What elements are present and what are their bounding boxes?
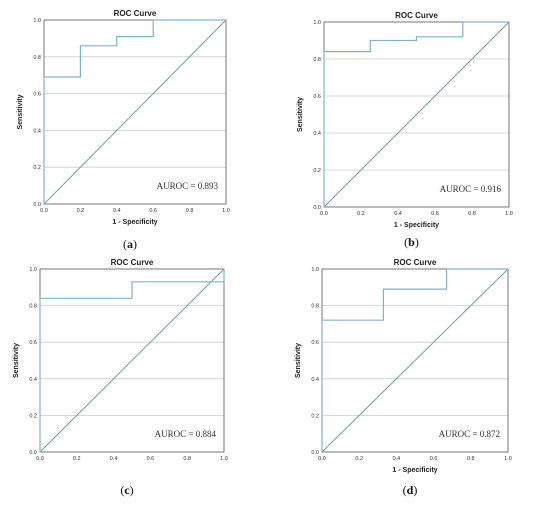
y-axis-label: Sensitivity (17, 94, 24, 129)
y-tick-label: 0.8 (313, 57, 321, 63)
y-tick-label: 0.8 (311, 304, 319, 310)
reference-line (39, 268, 225, 453)
x-tick-label: 0.2 (355, 456, 363, 462)
x-tick-label: 0.6 (430, 456, 438, 462)
y-tick-label: 0.4 (29, 377, 37, 383)
y-tick-label: 0.0 (33, 202, 41, 208)
y-axis-label: Sensitivity (13, 343, 20, 378)
x-tick-label: 1.0 (222, 208, 230, 214)
chart-title: ROC Curve (114, 9, 157, 18)
x-tick-label: 0.6 (149, 208, 157, 214)
x-tick-label: 0.2 (357, 211, 365, 217)
x-tick-label: 0.4 (393, 456, 401, 462)
y-tick-label: 1.0 (311, 267, 319, 273)
x-axis-label: 1 - Specificity (112, 219, 157, 226)
y-tick-label: 0.6 (313, 94, 321, 100)
y-tick-label: 1.0 (33, 18, 41, 24)
auroc-annotation: AUROC = 0.893 (157, 181, 219, 191)
y-tick-label: 1.0 (29, 267, 37, 273)
x-tick-label: 0.4 (113, 208, 121, 214)
y-tick-label: 0.2 (29, 413, 37, 419)
auroc-annotation: AUROC = 0.884 (155, 429, 217, 439)
reference-line (321, 268, 509, 453)
x-tick-label: 1.0 (504, 456, 512, 462)
y-tick-label: 0.0 (313, 205, 321, 211)
y-tick-label: 0.2 (311, 413, 319, 419)
y-tick-label: 0.4 (33, 128, 41, 134)
y-tick-label: 0.8 (33, 55, 41, 61)
y-axis-label: Sensitivity (295, 343, 302, 378)
roc-curve (323, 21, 509, 207)
roc-curve (39, 269, 225, 452)
x-tick-label: 0.4 (110, 456, 118, 462)
roc-panel-d: 0.0 0.2 0.4 0.6 0.8 1.0 0.0 0.2 0.4 0.6 0.8 1.0 ROC … (295, 258, 512, 497)
panel-caption: (c) (120, 483, 133, 497)
auroc-annotation: AUROC = 0.916 (440, 184, 502, 194)
reference-line (43, 19, 227, 205)
y-tick-label: 0.6 (33, 92, 41, 98)
reference-line (323, 21, 510, 208)
x-tick-label: 0.8 (186, 208, 194, 214)
roc-curve (43, 19, 226, 204)
x-tick-label: 0.6 (147, 456, 155, 462)
x-tick-label: 0.0 (40, 208, 48, 214)
y-tick-label: 0.2 (33, 165, 41, 171)
y-axis-label: Sensitivity (297, 97, 304, 132)
x-axis-label: 1 - Specificity (394, 222, 439, 229)
x-tick-label: 0.8 (467, 456, 475, 462)
y-tick-label: 0.4 (313, 131, 321, 137)
x-tick-label: 0.0 (318, 456, 326, 462)
y-tick-label: 0.6 (29, 340, 37, 346)
y-tick-label: 0.6 (311, 340, 319, 346)
panel-caption: (a) (123, 237, 137, 251)
x-tick-label: 0.2 (77, 208, 85, 214)
roc-panel-b: 0.0 0.2 0.4 0.6 0.8 1.0 0.0 0.2 0.4 0.6 0.8 1.0 ROC … (297, 11, 513, 249)
y-tick-label: 0.4 (311, 377, 319, 383)
y-tick-label: 0.0 (311, 450, 319, 456)
x-tick-label: 0.2 (73, 456, 81, 462)
chart-title: ROC Curve (394, 258, 437, 267)
chart-title: ROC Curve (111, 258, 154, 267)
x-tick-label: 0.0 (36, 456, 44, 462)
x-axis-label: 1 - Specificity (392, 467, 437, 474)
x-tick-label: 0.0 (320, 211, 328, 217)
y-tick-label: 1.0 (313, 20, 321, 26)
roc-curve (321, 268, 508, 452)
auroc-annotation: AUROC = 0.872 (439, 429, 500, 439)
x-tick-label: 0.8 (468, 211, 476, 217)
x-tick-label: 0.8 (183, 456, 191, 462)
roc-panel-c: 0.0 0.2 0.4 0.6 0.8 1.0 0.0 0.2 0.4 0.6 0.8 1.0 ROC … (13, 258, 228, 497)
roc-panel-a: 0.0 0.2 0.4 0.6 0.8 1.0 0.0 0.2 0.4 0.6 0.8 1.0 ROC … (17, 9, 230, 251)
panel-caption: (d) (403, 483, 418, 497)
chart-title: ROC Curve (395, 11, 438, 20)
x-tick-label: 0.4 (394, 211, 402, 217)
x-tick-label: 0.6 (431, 211, 439, 217)
x-tick-label: 1.0 (220, 456, 228, 462)
x-tick-label: 1.0 (505, 211, 513, 217)
y-tick-label: 0.8 (29, 304, 37, 310)
y-tick-label: 0.2 (313, 168, 321, 174)
y-tick-label: 0.0 (29, 450, 37, 456)
panel-caption: (b) (404, 235, 419, 249)
